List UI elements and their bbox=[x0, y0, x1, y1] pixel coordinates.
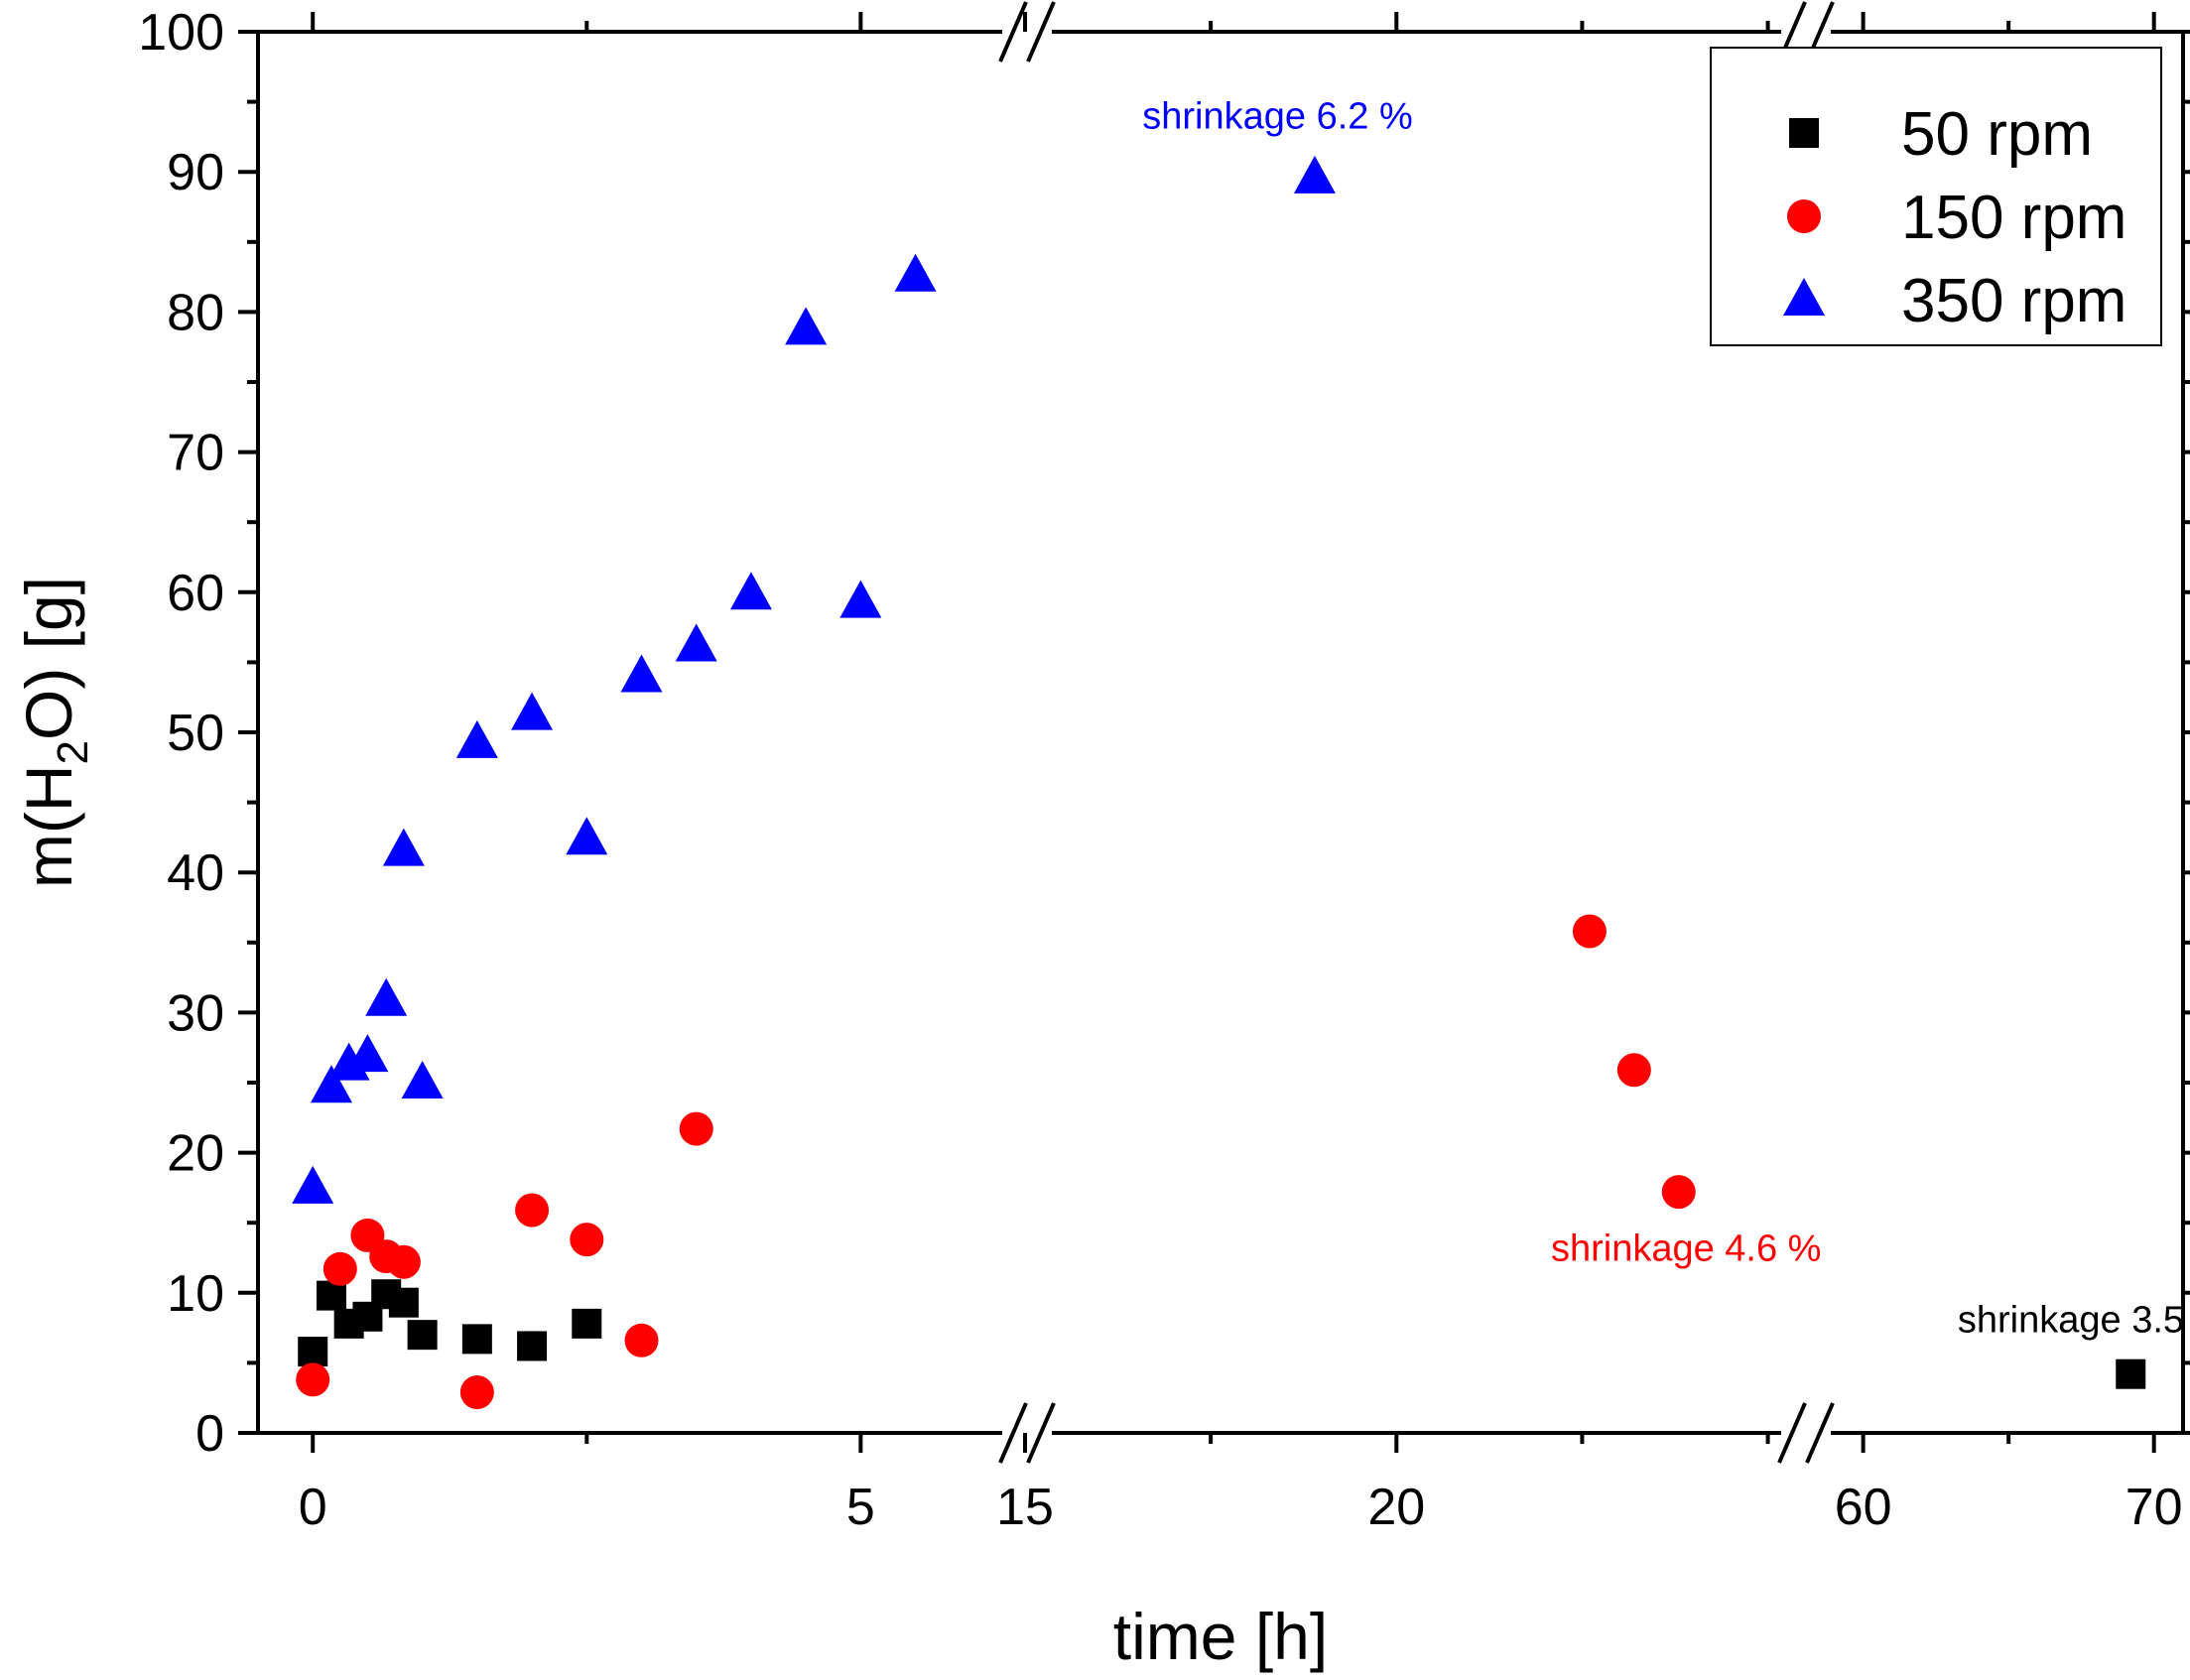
text-layer: time [h] m(H2O) [g] 01020304050607080901… bbox=[12, 4, 2190, 1673]
legend-box bbox=[1710, 47, 2162, 346]
data-point-150-rpm bbox=[386, 1244, 421, 1279]
annotation-shrinkage: shrinkage 3.5 % bbox=[1958, 1300, 2190, 1342]
legend-label: 150 rpm bbox=[1901, 184, 2126, 252]
x-tick-label: 60 bbox=[1835, 1479, 1892, 1536]
data-point-350-rpm bbox=[455, 719, 498, 758]
annotation-shrinkage: shrinkage 6.2 % bbox=[1142, 96, 1413, 138]
data-point-350-rpm bbox=[310, 1065, 352, 1103]
x-tick-label: 5 bbox=[846, 1479, 875, 1536]
axis-break-mark bbox=[1026, 1, 1056, 63]
x-tick-label: 15 bbox=[996, 1479, 1054, 1536]
legend-label: 350 rpm bbox=[1901, 267, 2126, 335]
marks-layer bbox=[292, 155, 2146, 1410]
data-point-150-rpm bbox=[679, 1111, 713, 1146]
legend-marker bbox=[1789, 118, 1819, 148]
y-tick-label: 80 bbox=[167, 284, 224, 341]
data-point-350-rpm bbox=[401, 1061, 444, 1098]
data-point-150-rpm bbox=[296, 1362, 330, 1397]
y-tick-label: 70 bbox=[167, 425, 224, 482]
data-point-150-rpm bbox=[322, 1251, 357, 1286]
y-tick-label: 90 bbox=[167, 144, 224, 201]
legend-label: 50 rpm bbox=[1901, 100, 2093, 169]
y-tick-label: 0 bbox=[195, 1405, 224, 1463]
data-point-350-rpm bbox=[566, 817, 608, 855]
y-axis-title-subscript: 2 bbox=[49, 740, 97, 764]
data-point-150-rpm bbox=[1661, 1175, 1696, 1210]
data-point-350-rpm bbox=[729, 572, 772, 610]
axis-break-mark bbox=[1777, 1402, 1807, 1464]
data-point-350-rpm bbox=[292, 1165, 334, 1204]
y-tick-label: 100 bbox=[138, 4, 224, 62]
axis-break-mark bbox=[998, 1402, 1028, 1464]
y-axis-title-part: O) [g] bbox=[12, 577, 85, 740]
data-point-350-rpm bbox=[620, 654, 663, 693]
data-point-50-rpm bbox=[298, 1337, 328, 1367]
y-axis-title-part: m(H bbox=[12, 764, 85, 888]
axis-break-mark bbox=[1026, 1402, 1056, 1464]
data-point-50-rpm bbox=[407, 1320, 438, 1351]
data-point-350-rpm bbox=[511, 692, 554, 730]
data-point-150-rpm bbox=[1616, 1053, 1651, 1088]
x-axis-title: time [h] bbox=[1113, 1600, 1328, 1673]
data-point-150-rpm bbox=[624, 1323, 659, 1357]
data-point-150-rpm bbox=[1572, 914, 1607, 949]
data-point-150-rpm bbox=[515, 1193, 550, 1228]
y-axis-title: m(H2O) [g] bbox=[12, 577, 97, 888]
axis-break-mark bbox=[998, 1, 1028, 63]
data-point-350-rpm bbox=[365, 977, 408, 1016]
data-point-50-rpm bbox=[517, 1331, 548, 1361]
axes-layer bbox=[238, 1, 2190, 1464]
y-tick-label: 10 bbox=[167, 1265, 224, 1323]
data-point-50-rpm bbox=[461, 1324, 492, 1355]
y-tick-label: 50 bbox=[167, 705, 224, 762]
legend-marker bbox=[1783, 278, 1825, 316]
legend: 50 rpm 150 rpm 350 rpm bbox=[1710, 47, 2162, 346]
data-point-150-rpm bbox=[570, 1223, 604, 1257]
y-tick-label: 30 bbox=[167, 984, 224, 1042]
data-point-150-rpm bbox=[459, 1375, 494, 1410]
axis-break-mark bbox=[1805, 1402, 1835, 1464]
data-point-350-rpm bbox=[346, 1034, 389, 1073]
data-point-50-rpm bbox=[388, 1287, 419, 1318]
annotation-shrinkage: shrinkage 4.6 % bbox=[1551, 1228, 1822, 1270]
y-tick-label: 40 bbox=[167, 844, 224, 902]
data-point-350-rpm bbox=[839, 580, 882, 618]
data-point-50-rpm bbox=[2116, 1358, 2146, 1389]
data-point-50-rpm bbox=[572, 1308, 602, 1339]
y-tick-label: 60 bbox=[167, 565, 224, 622]
legend-marker bbox=[1787, 199, 1821, 233]
x-tick-label: 0 bbox=[299, 1479, 327, 1536]
data-point-350-rpm bbox=[894, 253, 937, 292]
data-point-350-rpm bbox=[1293, 155, 1336, 194]
data-point-350-rpm bbox=[785, 307, 828, 345]
x-tick-label: 20 bbox=[1367, 1479, 1425, 1536]
data-point-350-rpm bbox=[382, 828, 425, 866]
y-tick-label: 20 bbox=[167, 1125, 224, 1183]
data-point-350-rpm bbox=[675, 623, 717, 662]
x-tick-label: 70 bbox=[2126, 1479, 2183, 1536]
